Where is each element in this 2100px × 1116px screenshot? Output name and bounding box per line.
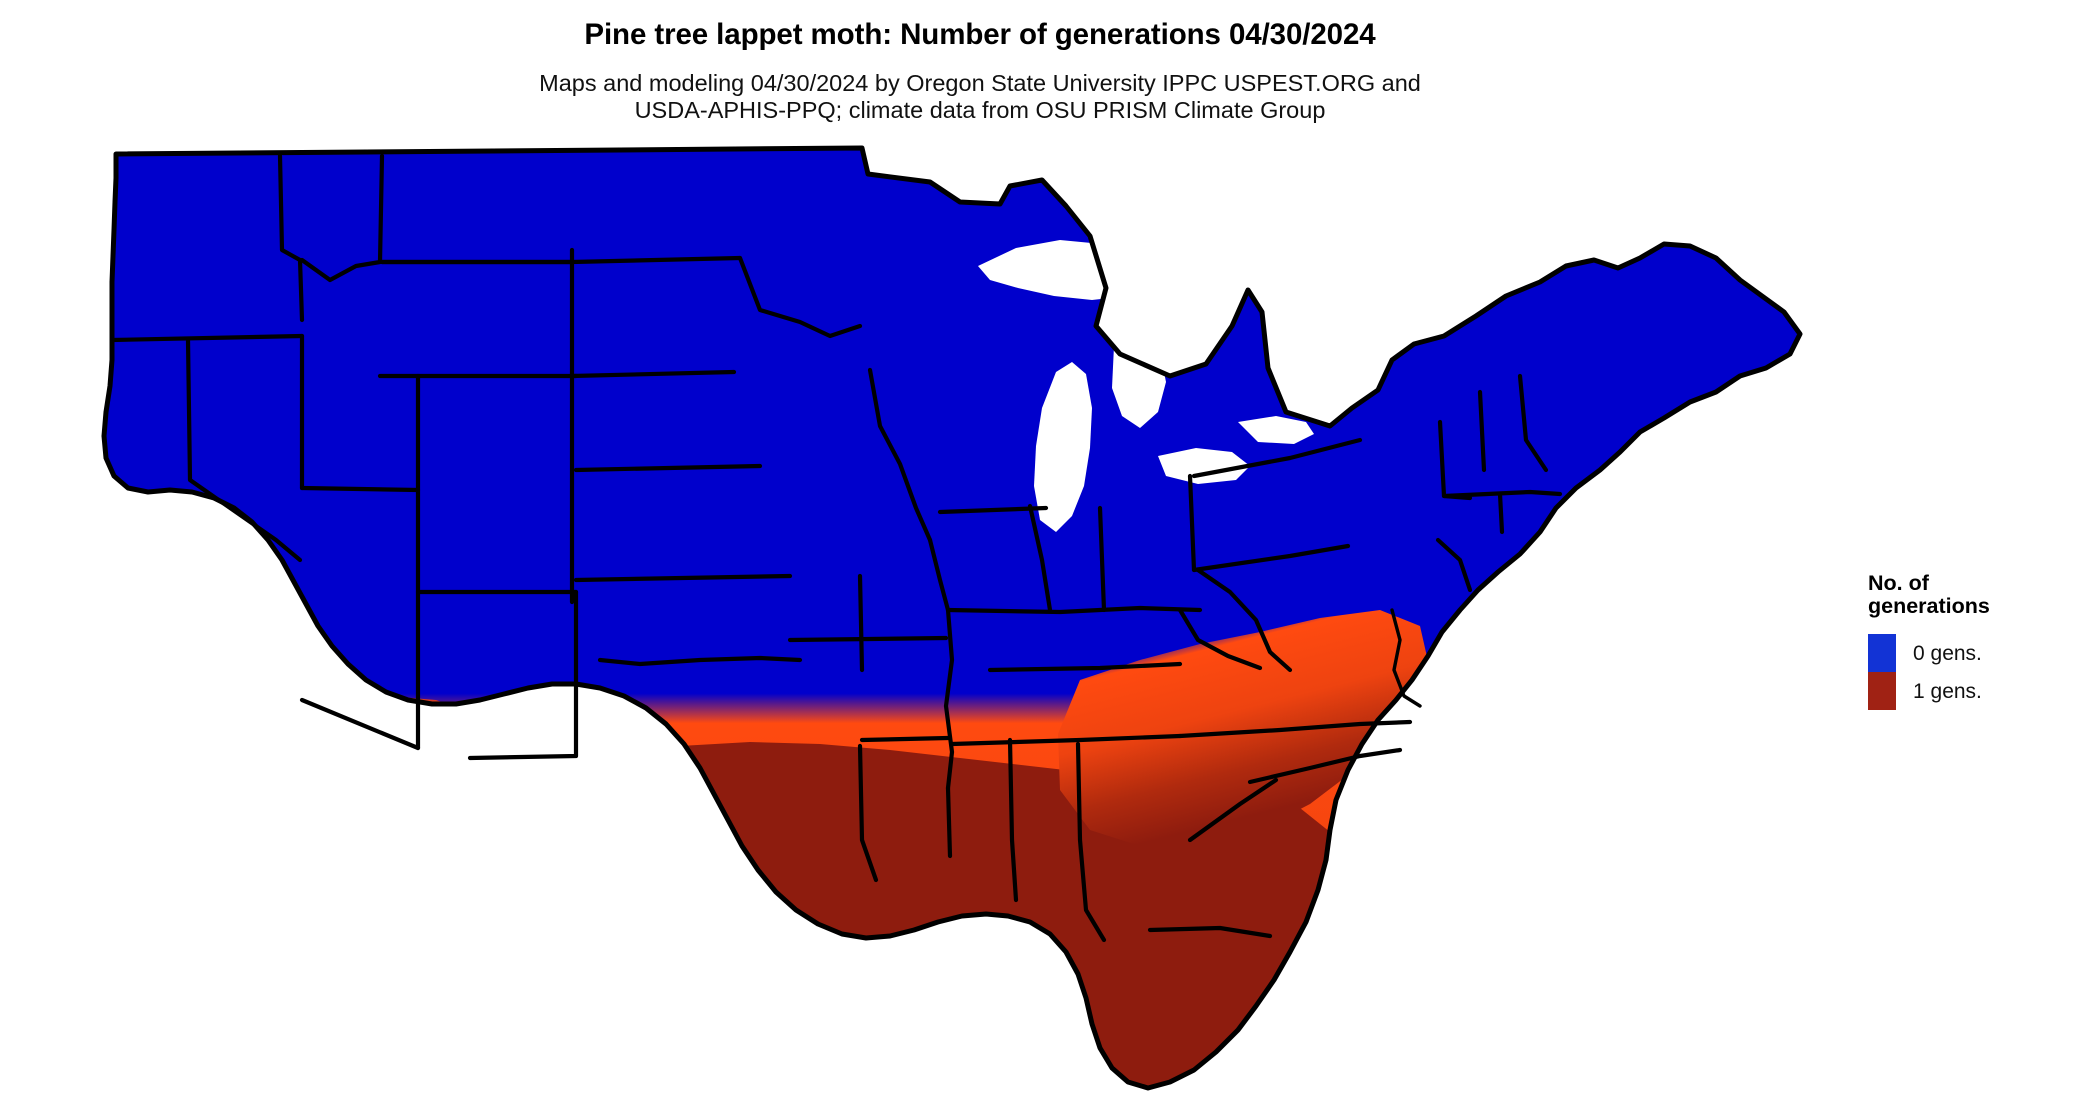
legend-item-1-gens[interactable]: 1 gens. (1868, 672, 2083, 710)
region-california-valley-lower (246, 752, 312, 846)
border-az-south (299, 697, 421, 751)
border-ar-ms (943, 607, 955, 791)
region-west-texas-tongue (460, 712, 652, 832)
border-il-in (1027, 503, 1053, 613)
border-ks-ok (573, 573, 793, 583)
legend-item-0-gens[interactable]: 0 gens. (1868, 634, 2083, 672)
legend-swatch-0-gens (1868, 634, 1896, 672)
legend-title: No. of generations (1868, 571, 1990, 618)
border-ms-al (1007, 737, 1019, 903)
border-ne-ks (573, 463, 763, 473)
border-sd-ne (569, 369, 737, 379)
border-ky-tn (987, 661, 1183, 673)
border-or-ca (109, 333, 305, 343)
region-california-valley (140, 554, 312, 844)
page-title: Pine tree lappet moth: Number of generat… (584, 18, 1376, 51)
border-il-in-oh-ky (945, 605, 1203, 615)
border-nj (1435, 537, 1473, 593)
border-in-oh (1097, 505, 1107, 613)
map-layer-great-lakes (978, 240, 1314, 532)
region-southern-arizona-fringe (294, 696, 536, 880)
border-chesapeake (1390, 608, 1422, 708)
border-mo-ar (787, 635, 949, 643)
border-wi-il (937, 505, 1049, 515)
legend-items: 0 gens. 1 gens. (1868, 634, 2083, 710)
subtitle-line-2: USDA-APHIS-PPQ; climate data from OSU PR… (634, 97, 1326, 124)
border-oh-pa (1187, 473, 1197, 573)
border-ga-fl (1147, 925, 1273, 939)
border-ok-ar (857, 573, 865, 673)
border-wa-id (277, 153, 305, 323)
border-vt-nh (1477, 389, 1487, 473)
lake-ontario (1238, 416, 1314, 444)
border-tx-la (857, 743, 879, 883)
page-header: Pine tree lappet moth: Number of generat… (0, 0, 1960, 125)
border-sc-ga (1187, 777, 1279, 843)
border-nd-sd-2 (569, 255, 743, 265)
lake-huron (1112, 340, 1166, 428)
border-ct-ny (1497, 491, 1505, 535)
legend-swatch-1-gens (1868, 672, 1896, 710)
border-va-nc (1177, 719, 1413, 739)
border-ca-nv (185, 337, 303, 563)
border-al-ga (1075, 741, 1107, 943)
border-ky-wv-va (1177, 607, 1263, 671)
border-pa-md (1191, 543, 1351, 573)
lake-erie (1158, 448, 1250, 484)
border-mn-wi (737, 255, 863, 339)
us-choropleth-map (0, 140, 1860, 1100)
border-ut-az (299, 485, 421, 493)
country-outline (101, 145, 1803, 1091)
lake-michigan (1034, 362, 1092, 532)
subtitle-line-1: Maps and modeling 04/30/2024 by Oregon S… (539, 69, 1421, 96)
border-ar-la (859, 735, 951, 743)
border-la-ms (945, 785, 953, 859)
region-mojave-patches (236, 668, 300, 720)
border-ma-ct-ri (1441, 489, 1563, 499)
legend-label-1-gens: 1 gens. (1913, 679, 1982, 703)
map-layer-state-borders (101, 145, 1803, 1091)
border-id-mt (299, 153, 385, 283)
map-legend: No. of generations 0 gens. 1 gens. (1868, 571, 2083, 710)
border-ok-tx (597, 655, 803, 667)
border-tn-ms-al-ga (949, 733, 1183, 747)
region-gens-0-blue (104, 148, 1800, 1088)
legend-label-0-gens: 0 gens. (1913, 641, 1982, 665)
border-wv-va (1195, 567, 1293, 673)
border-ia-il (867, 367, 933, 543)
region-southeast-band (1058, 610, 1430, 846)
border-nc-sc (1247, 747, 1403, 785)
border-nh-me (1517, 373, 1549, 473)
border-mo-il (927, 537, 951, 613)
page-subtitle: Maps and modeling 04/30/2024 by Oregon S… (0, 50, 1960, 125)
border-pa-ny (1191, 437, 1363, 479)
border-nm-tx (467, 589, 579, 761)
map-svg (101, 145, 1803, 1091)
map-layer-gens-0 (104, 148, 1800, 1088)
region-southern-arizona (312, 712, 516, 860)
